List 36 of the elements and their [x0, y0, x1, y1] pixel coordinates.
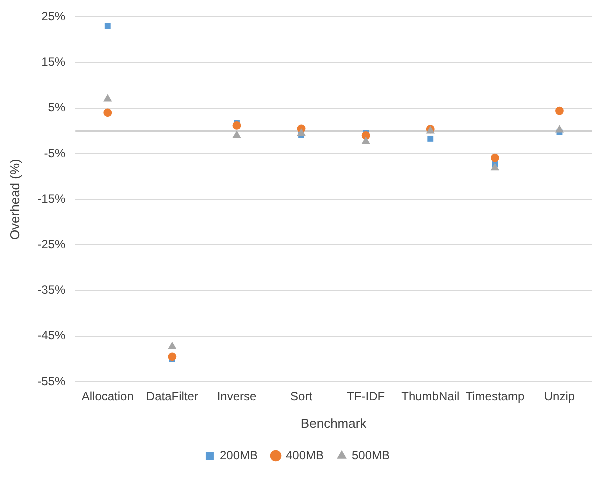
x-tick-label: Sort [290, 390, 314, 404]
point [104, 94, 112, 102]
point [104, 23, 111, 30]
point [555, 125, 564, 133]
point [232, 130, 242, 138]
y-tick-label: -45% [38, 328, 66, 343]
point [556, 106, 564, 116]
point [490, 163, 500, 171]
legend-label: 500MB [352, 448, 390, 462]
point [490, 154, 500, 162]
legend-label: 400MB [286, 448, 324, 462]
point [168, 342, 177, 350]
point [232, 122, 242, 130]
x-tick-label: Unzip [544, 390, 576, 404]
point [428, 136, 434, 142]
x-tick-label: Timestamp [466, 390, 525, 404]
point [104, 108, 112, 118]
y-tick-label: -15% [38, 192, 66, 206]
x-axis-title: Benchmark [300, 416, 368, 431]
y-tick-label: 15% [42, 55, 66, 70]
x-tick-label: TF-IDF [347, 390, 386, 404]
x-tick-label: DataFilter [146, 390, 198, 404]
y-tick-label: -5% [44, 146, 66, 160]
y-tick-label: 5% [48, 100, 66, 115]
x-tick-label: ThumbNail [402, 390, 460, 404]
point [297, 128, 306, 136]
point [362, 136, 370, 144]
legend-label: 200MB [220, 448, 258, 462]
y-tick-label: -35% [38, 283, 66, 298]
y-tick-label: -55% [38, 374, 66, 388]
y-tick-label: 25% [42, 10, 66, 24]
x-tick-label: Inverse [217, 390, 257, 404]
x-tick-label: Allocation [82, 390, 134, 404]
point [168, 352, 177, 362]
y-axis-title: Overhead (%) [7, 159, 22, 240]
y-tick-label: -25% [38, 238, 66, 252]
